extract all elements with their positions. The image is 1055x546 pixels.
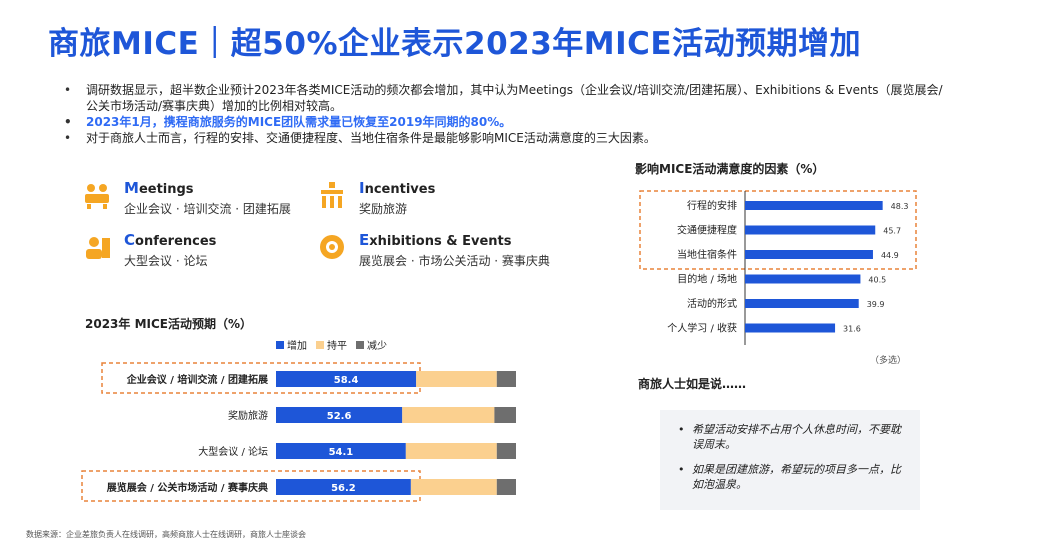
category-description: 大型会议 · 论坛 [124,254,208,268]
chart-title-satisfaction: 影响MICE活动满意度的因素（%） [635,162,825,176]
bar-减少 [494,407,516,423]
data-source: 数据来源：企业差旅负责人在线调研，高频商旅人士在线调研，商旅人士座谈会 [26,530,306,539]
legend-swatch [356,341,364,349]
data-label: 44.9 [881,251,899,260]
legend-swatch [276,341,284,349]
bullet-3: 对于商旅人士而言，行程的安排、交通便捷程度、当地住宿条件是最能够影响MICE活动… [64,130,954,146]
category-name: eetings [138,182,194,197]
category-name: onferences [135,234,217,249]
bar-减少 [496,371,516,387]
conference-icon [86,237,110,259]
category-label: 个人学习 / 收获 [667,322,737,335]
category-initial: C [124,231,136,249]
data-label: 52.6 [327,411,352,422]
bar-增加 [276,479,411,495]
bar-减少 [496,443,516,459]
category-name: xhibitions & Events [369,234,512,249]
category-initial: E [359,231,370,249]
incentive-icon [321,182,343,208]
quote-1: 希望活动安排不占用个人休息时间，不要耽误周末。 [678,422,902,452]
bar-减少 [496,479,516,495]
bar [745,225,876,235]
data-label: 40.5 [868,276,886,285]
category-label: 大型会议 / 论坛 [198,445,268,458]
summary-bullets: 调研数据显示，超半数企业预计2023年各类MICE活动的频次都会增加，其中认为M… [64,82,954,146]
bar [745,299,859,308]
legend-label: 增加 [287,339,307,352]
data-label: 39.9 [867,300,885,309]
exhibition-icon [320,235,344,259]
category-label: 企业会议 / 培训交流 / 团建拓展 [126,373,268,386]
category-label: 奖励旅游 [228,409,268,422]
bar [745,250,873,259]
bar-增加 [276,443,406,459]
data-label: 31.6 [843,325,861,334]
legend-swatch [316,341,324,349]
highlight-frame [639,190,917,270]
bar [745,274,861,284]
category-label: 目的地 / 场地 [677,273,737,286]
category-exhibitions: Exhibitions & Events 展览展会 · 市场公关活动 · 赛事庆… [317,232,550,269]
legend-label: 持平 [327,339,347,352]
category-conferences: Conferences 大型会议 · 论坛 [82,232,216,269]
category-description: 展览展会 · 市场公关活动 · 赛事庆典 [359,254,550,268]
bar [745,323,836,333]
category-meetings: Meetings 企业会议 · 培训交流 · 团建拓展 [82,180,291,217]
category-label: 行程的安排 [687,199,737,212]
chart-title-expectation: 2023年 MICE活动预期（%） [85,317,253,331]
quote-2: 如果是团建旅游，希望玩的项目多一点，比如泡温泉。 [678,462,902,492]
meeting-icon [85,184,109,209]
bullet-1: 调研数据显示，超半数企业预计2023年各类MICE活动的频次都会增加，其中认为M… [64,82,954,114]
category-label: 活动的形式 [687,297,737,310]
bar [745,201,883,210]
category-label: 当地住宿条件 [677,248,737,261]
page-title: 商旅MICE｜超50%企业表示2023年MICE活动预期增加 [48,26,862,62]
category-initial: I [359,179,365,197]
data-label: 56.2 [331,483,356,494]
bar-增加 [276,407,403,423]
category-label: 交通便捷程度 [677,224,737,237]
category-incentives: Incentives 奖励旅游 [317,180,435,217]
category-description: 企业会议 · 培训交流 · 团建拓展 [124,202,291,216]
bullet-2: 2023年1月，携程商旅服务的MICE团队需求量已恢复至2019年同期的80%。 [64,114,954,130]
bar-增加 [276,371,417,387]
legend-label: 减少 [367,340,387,352]
data-label: 58.4 [334,375,359,386]
data-label: 54.1 [329,447,354,458]
bar-持平 [416,371,497,387]
category-initial: M [124,179,139,197]
bar-持平 [402,407,495,423]
data-label: 48.3 [891,202,909,211]
category-description: 奖励旅游 [359,202,408,216]
satisfaction-chart: 行程的安排 48.3 交通便捷程度 45.7 当地住宿条件 44.9 目的地 / 场地 40.… [639,190,917,345]
multi-select-note: （多选） [870,356,907,366]
bar-持平 [410,479,497,495]
bar-持平 [405,443,497,459]
data-label: 45.7 [883,227,901,236]
category-name: ncentives [364,182,436,197]
quotes-title: 商旅人士如是说…… [638,377,747,391]
category-label: 展览展会 / 公关市场活动 / 赛事庆典 [107,481,268,494]
